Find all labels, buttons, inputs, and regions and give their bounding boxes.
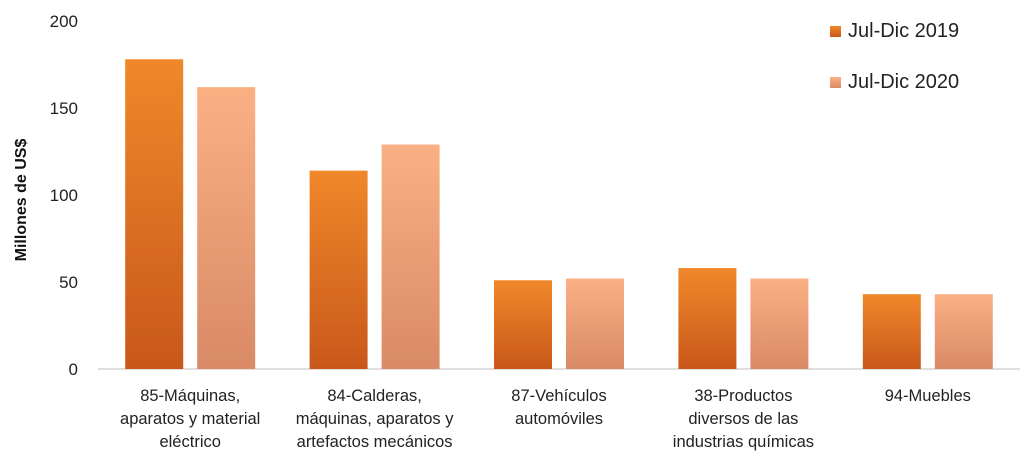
x-tick-label: 85-Máquinas, aparatos y material eléctrico <box>120 387 260 451</box>
legend-swatch <box>830 77 841 88</box>
x-tick-label: 94-Muebles <box>885 387 971 405</box>
y-tick-label: 50 <box>59 273 78 292</box>
y-tick-label: 0 <box>69 360 78 379</box>
legend-label: Jul-Dic 2020 <box>848 71 959 93</box>
y-axis-label: Millones de US$ <box>13 139 30 262</box>
x-tick-label: 87-Vehículos automóviles <box>511 387 606 428</box>
category-labels: 85-Máquinas, aparatos y material eléctrico… <box>120 387 971 451</box>
bar <box>381 144 440 369</box>
x-tick-label: 84-Calderas, máquinas, aparatos y artefact… <box>296 387 455 451</box>
bar <box>750 278 809 369</box>
y-tick-label: 200 <box>50 12 78 31</box>
bar <box>678 268 737 369</box>
legend: Jul-Dic 2019 Jul-Dic 2020 <box>830 20 959 93</box>
y-tick-label: 150 <box>50 99 78 118</box>
bar <box>197 87 256 370</box>
bar <box>494 280 552 369</box>
legend-swatch <box>830 26 841 37</box>
bar <box>309 170 368 369</box>
y-tick-label: 100 <box>50 186 78 205</box>
bars <box>125 59 993 370</box>
bar <box>862 294 921 369</box>
x-tick-label: 38-Productos diversos de las industrias qu… <box>673 387 814 451</box>
bar <box>566 278 624 369</box>
bar <box>934 294 993 369</box>
legend-label: Jul-Dic 2019 <box>848 20 959 42</box>
bar <box>125 59 184 369</box>
